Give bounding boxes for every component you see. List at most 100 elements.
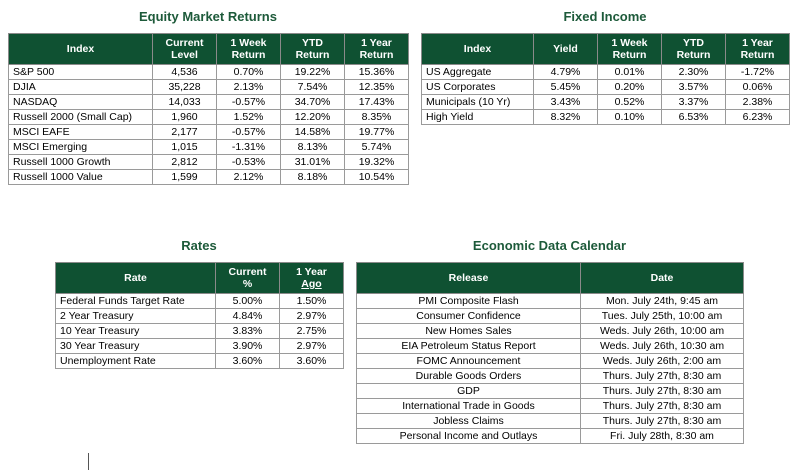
week-return: 2.13% xyxy=(216,79,281,95)
equity-header-year: 1 Year Return xyxy=(344,33,409,65)
index-name: US Aggregate xyxy=(421,64,534,80)
table-row: International Trade in Goods Thurs. July … xyxy=(356,398,744,414)
year-return: 8.35% xyxy=(344,109,409,125)
table-row: High Yield 8.32% 0.10% 6.53% 6.23% xyxy=(421,109,790,125)
year-return: 12.35% xyxy=(344,79,409,95)
week-return: 1.52% xyxy=(216,109,281,125)
release-date: Weds. July 26th, 10:30 am xyxy=(580,338,744,354)
ytd-return: 6.53% xyxy=(661,109,726,125)
current-level: 35,228 xyxy=(152,79,217,95)
current-level: 1,599 xyxy=(152,169,217,185)
equity-header-week: 1 Week Return xyxy=(216,33,281,65)
current-level: 1,015 xyxy=(152,139,217,155)
release-date: Fri. July 28th, 8:30 am xyxy=(580,428,744,444)
ytd-return: 8.13% xyxy=(280,139,345,155)
current-rate: 3.60% xyxy=(215,353,280,369)
index-name: DJIA xyxy=(8,79,153,95)
table-row: Unemployment Rate 3.60% 3.60% xyxy=(55,353,344,369)
equity-title: Equity Market Returns xyxy=(139,9,277,24)
current-rate: 5.00% xyxy=(215,293,280,309)
table-row: NASDAQ 14,033 -0.57% 34.70% 17.43% xyxy=(8,94,409,110)
current-level: 1,960 xyxy=(152,109,217,125)
ytd-return: 34.70% xyxy=(280,94,345,110)
ytd-return: 3.57% xyxy=(661,79,726,95)
current-rate: 3.90% xyxy=(215,338,280,354)
table-row: PMI Composite Flash Mon. July 24th, 9:45 … xyxy=(356,293,744,309)
calendar-header-date: Date xyxy=(580,262,744,294)
table-row: GDP Thurs. July 27th, 8:30 am xyxy=(356,383,744,399)
year-ago-rate: 2.97% xyxy=(279,338,344,354)
release-name: Durable Goods Orders xyxy=(356,368,581,384)
release-name: International Trade in Goods xyxy=(356,398,581,414)
equity-header-ytd: YTD Return xyxy=(280,33,345,65)
table-row: US Corporates 5.45% 0.20% 3.57% 0.06% xyxy=(421,79,790,95)
index-name: S&P 500 xyxy=(8,64,153,80)
year-return: 6.23% xyxy=(725,109,790,125)
rates-table: Rate Current% 1 Year Ago Federal Funds Ta… xyxy=(55,262,344,369)
table-row: S&P 500 4,536 0.70% 19.22% 15.36% xyxy=(8,64,409,80)
year-return: 2.38% xyxy=(725,94,790,110)
table-row: Federal Funds Target Rate 5.00% 1.50% xyxy=(55,293,344,309)
ytd-return: 14.58% xyxy=(280,124,345,140)
yield: 5.45% xyxy=(533,79,598,95)
index-name: Russell 2000 (Small Cap) xyxy=(8,109,153,125)
current-rate: 3.83% xyxy=(215,323,280,339)
year-return: 5.74% xyxy=(344,139,409,155)
year-ago-rate: 3.60% xyxy=(279,353,344,369)
release-date: Thurs. July 27th, 8:30 am xyxy=(580,383,744,399)
ytd-return: 8.18% xyxy=(280,169,345,185)
release-date: Mon. July 24th, 9:45 am xyxy=(580,293,744,309)
week-return: -0.57% xyxy=(216,124,281,140)
fixed-header-index: Index xyxy=(421,33,534,65)
index-name: MSCI EAFE xyxy=(8,124,153,140)
fixed-header-week: 1 Week Return xyxy=(597,33,662,65)
table-row: Russell 1000 Growth 2,812 -0.53% 31.01% 19.3… xyxy=(8,154,409,170)
rate-name: Unemployment Rate xyxy=(55,353,216,369)
index-name: MSCI Emerging xyxy=(8,139,153,155)
year-return: 19.32% xyxy=(344,154,409,170)
release-date: Thurs. July 27th, 8:30 am xyxy=(580,413,744,429)
ytd-return: 31.01% xyxy=(280,154,345,170)
rate-name: 2 Year Treasury xyxy=(55,308,216,324)
table-row: DJIA 35,228 2.13% 7.54% 12.35% xyxy=(8,79,409,95)
rates-header-rate: Rate xyxy=(55,262,216,294)
equity-header-current: Current Level xyxy=(152,33,217,65)
index-name: NASDAQ xyxy=(8,94,153,110)
release-name: FOMC Announcement xyxy=(356,353,581,369)
fixed-header-ytd: YTD Return xyxy=(661,33,726,65)
current-level: 2,177 xyxy=(152,124,217,140)
yield: 4.79% xyxy=(533,64,598,80)
release-date: Weds. July 26th, 2:00 am xyxy=(580,353,744,369)
table-row: Jobless Claims Thurs. July 27th, 8:30 am xyxy=(356,413,744,429)
current-level: 2,812 xyxy=(152,154,217,170)
year-return: 17.43% xyxy=(344,94,409,110)
table-row: Durable Goods Orders Thurs. July 27th, 8:… xyxy=(356,368,744,384)
rates-title: Rates xyxy=(181,238,217,253)
year-return: 10.54% xyxy=(344,169,409,185)
rates-header-current: Current% xyxy=(215,262,280,294)
rate-name: 30 Year Treasury xyxy=(55,338,216,354)
week-return: 0.20% xyxy=(597,79,662,95)
release-name: EIA Petroleum Status Report xyxy=(356,338,581,354)
year-return: 19.77% xyxy=(344,124,409,140)
release-date: Tues. July 25th, 10:00 am xyxy=(580,308,744,324)
table-row: Personal Income and Outlays Fri. July 28t… xyxy=(356,428,744,444)
equity-table: Index Current Level 1 Week Return YTD Retur… xyxy=(8,33,409,185)
release-name: New Homes Sales xyxy=(356,323,581,339)
table-row: US Aggregate 4.79% 0.01% 2.30% -1.72% xyxy=(421,64,790,80)
release-name: GDP xyxy=(356,383,581,399)
fixed-income-title: Fixed Income xyxy=(563,9,647,24)
week-return: 0.01% xyxy=(597,64,662,80)
calendar-title: Economic Data Calendar xyxy=(472,238,627,253)
year-return: 15.36% xyxy=(344,64,409,80)
current-level: 14,033 xyxy=(152,94,217,110)
ytd-return: 12.20% xyxy=(280,109,345,125)
week-return: -0.53% xyxy=(216,154,281,170)
ytd-return: 19.22% xyxy=(280,64,345,80)
table-row: MSCI Emerging 1,015 -1.31% 8.13% 5.74% xyxy=(8,139,409,155)
index-name: Municipals (10 Yr) xyxy=(421,94,534,110)
yield: 8.32% xyxy=(533,109,598,125)
ytd-return: 3.37% xyxy=(661,94,726,110)
index-name: High Yield xyxy=(421,109,534,125)
year-ago-rate: 2.75% xyxy=(279,323,344,339)
